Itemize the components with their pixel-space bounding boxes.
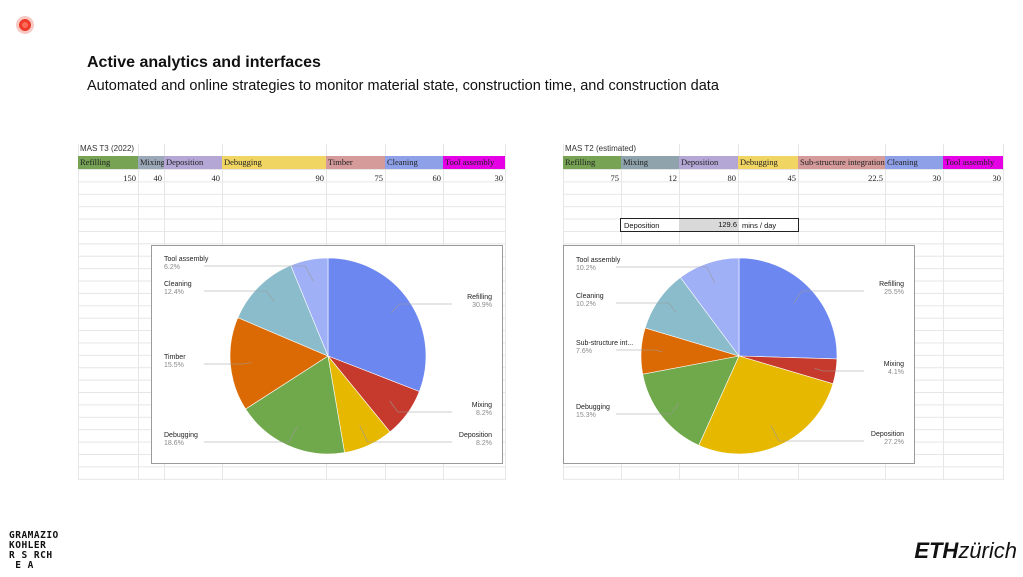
pie-slice-label: Deposition (871, 431, 904, 438)
table-value-cell: 22.5 (868, 173, 883, 183)
pie-leader-line (616, 266, 716, 284)
pie-leader-line (204, 362, 252, 365)
pie-slice-label: Tool assembly (164, 256, 209, 263)
table-header-cell: Sub-structure integration (798, 156, 885, 169)
table-caption: MAS T3 (2022) (80, 144, 135, 153)
pie-slice-percent: 15.5% (164, 362, 184, 369)
table-value-cell: 150 (123, 173, 136, 183)
pie-slice-percent: 8.2% (476, 410, 492, 417)
table-header-cell: Cleaning (385, 156, 443, 169)
table-value-cell: 90 (315, 173, 325, 183)
table-value-cell: 60 (432, 173, 442, 183)
pie-slice-percent: 12.4% (164, 289, 184, 296)
table-header-cell: Debugging (738, 156, 798, 169)
pie-slice-label: Cleaning (164, 281, 192, 288)
record-indicator-icon (16, 16, 34, 34)
deposition-summary-label: Deposition (624, 221, 660, 230)
pie-slice (680, 257, 740, 357)
table-value-cell: 75 (374, 173, 384, 183)
table-value-cell: 40 (153, 173, 163, 183)
table-value-row: 75 12 80 45 22.5 30 30 (563, 172, 1003, 185)
pie-slice-percent: 4.1% (888, 369, 904, 376)
pie-slice-label: Tool assembly (576, 257, 621, 264)
table-header-cell: Refilling (563, 156, 621, 169)
pie-slice-label: Mixing (884, 361, 904, 368)
pie-slice (698, 355, 834, 455)
table-value-cell: 30 (494, 173, 504, 183)
pie-slice-percent: 8.2% (476, 440, 492, 447)
pie-leader-line (616, 302, 677, 313)
pie-chart-mas-t2: Refilling 25.5% Mixing 4.1% Deposition 27.2% D… (563, 245, 915, 464)
gramazio-kohler-research-logo: GRAMAZIO KOHLER R S RCH E A (9, 530, 59, 571)
pie-slice-percent: 15.3% (576, 412, 596, 419)
pie-slice (738, 257, 838, 360)
pie-slice (245, 355, 345, 455)
table-value-cell: 80 (727, 173, 737, 183)
pie-slice-label: Mixing (472, 402, 492, 409)
pie-leader-line (616, 403, 680, 415)
pie-leader-line (616, 349, 663, 353)
deposition-summary-value: 129.6 (679, 219, 739, 231)
pie-slice-percent: 27.2% (884, 439, 904, 446)
pie-slice-percent: 18.6% (164, 440, 184, 447)
pie-slice-label: Cleaning (576, 293, 604, 300)
table-header-cell: Deposition (164, 156, 222, 169)
slide-title: Active analytics and interfaces (87, 54, 321, 71)
table-header-cell: Cleaning (885, 156, 943, 169)
table-value-cell: 45 (787, 173, 797, 183)
eth-zurich-logo: ETHzürich (914, 538, 1017, 563)
table-header-cell: Mixing (138, 156, 164, 169)
table-header-cell: Debugging (222, 156, 326, 169)
pie-leader-line (204, 425, 298, 443)
pie-slice-percent: 10.2% (576, 265, 596, 272)
pie-leader-line (359, 425, 452, 443)
pie-slice-label: Refilling (879, 281, 904, 288)
pie-slice (290, 257, 329, 357)
pie-slice-percent: 30.9% (472, 302, 492, 309)
deposition-summary-unit: mins / day (742, 221, 777, 230)
pie-slice-percent: 10.2% (576, 301, 596, 308)
pie-slice-percent: 7.6% (576, 348, 592, 355)
pie-leader-line (390, 303, 452, 314)
pie-leader-line (814, 367, 864, 372)
pie-slice (642, 355, 740, 446)
pie-slice-percent: 6.2% (164, 264, 180, 271)
pie-leader-line (389, 400, 452, 413)
table-value-cell: 40 (211, 173, 221, 183)
table-header-cell: Tool assembly (943, 156, 1003, 169)
table-header-row: Refilling Mixing Deposition Debugging Sub-st… (563, 156, 1003, 169)
table-header-cell: Refilling (78, 156, 138, 169)
pie-slice-label: Debugging (576, 404, 610, 411)
deposition-summary-box: Deposition 129.6 mins / day (620, 218, 799, 232)
pie-leader-line (204, 290, 275, 302)
pie-chart-svg: Refilling30.9%Mixing8.2%Deposition8.2%De… (164, 256, 492, 455)
pie-slice (237, 264, 329, 357)
slide-subtitle: Automated and online strategies to monit… (87, 78, 719, 94)
table-caption: MAS T2 (estimated) (565, 144, 636, 153)
table-value-cell: 75 (610, 173, 620, 183)
pie-slice-label: Sub-structure int... (576, 340, 633, 347)
pie-slice-label: Debugging (164, 432, 198, 439)
table-header-row: Refilling Mixing Deposition Debugging Timber… (78, 156, 505, 169)
pie-slice-percent: 25.5% (884, 289, 904, 296)
pie-slice-label: Deposition (459, 432, 492, 439)
pie-slice (327, 257, 427, 392)
pie-slice (229, 317, 329, 410)
pie-slice-label: Refilling (467, 294, 492, 301)
table-header-cell: Mixing (621, 156, 679, 169)
table-value-cell: 30 (992, 173, 1002, 183)
table-value-cell: 12 (668, 173, 678, 183)
table-header-cell: Deposition (679, 156, 738, 169)
table-value-row: 150 40 40 90 75 60 30 (78, 172, 505, 185)
table-header-cell: Tool assembly (443, 156, 505, 169)
pie-slice-label: Timber (164, 354, 186, 361)
table-value-cell: 30 (932, 173, 942, 183)
table-header-cell: Timber (326, 156, 385, 169)
pie-leader-line (793, 290, 864, 303)
pie-leader-line (770, 425, 864, 442)
pie-leader-line (204, 265, 314, 282)
pie-chart-mas-t3: Refilling 30.9% Mixing 8.2% Deposition 8.2% De… (151, 245, 503, 464)
